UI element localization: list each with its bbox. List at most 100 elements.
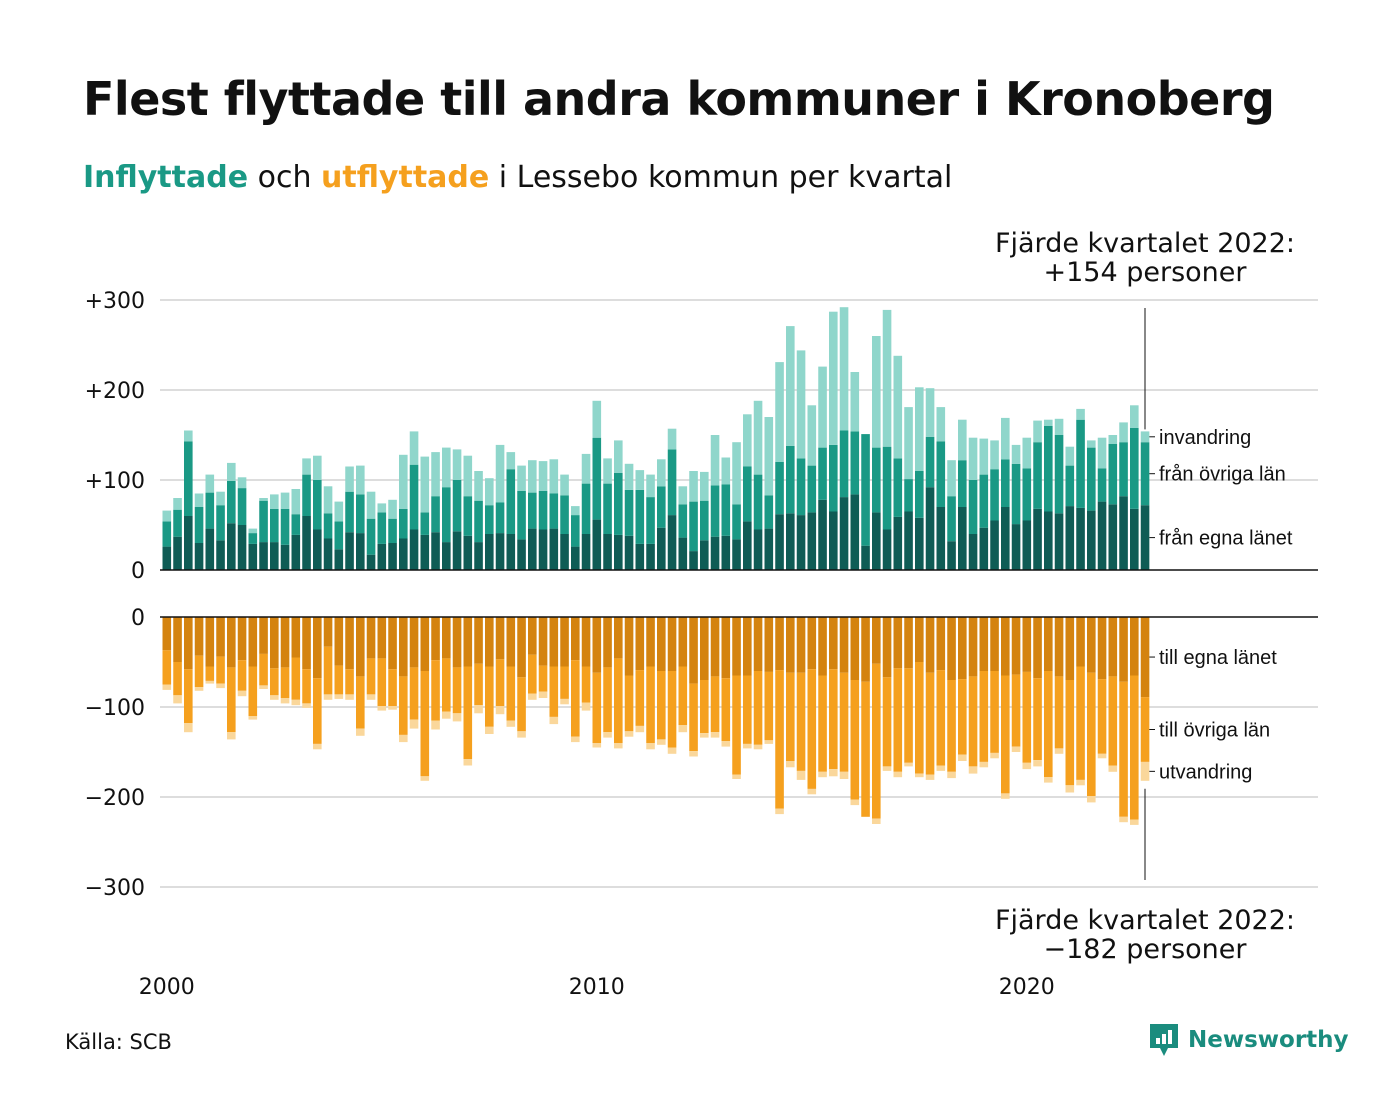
bar-in-1	[1033, 442, 1042, 509]
bar-in-1	[700, 500, 709, 541]
bar-out-0	[237, 617, 247, 661]
x-tick-label: 2020	[999, 975, 1055, 1000]
bar-out-1	[291, 657, 301, 700]
bar-in-1	[1022, 468, 1032, 521]
bar-out-1	[270, 668, 279, 696]
bar-in-2	[839, 307, 849, 431]
bar-in-1	[474, 500, 483, 543]
bar-in-1	[549, 493, 559, 529]
bar-out-1	[248, 666, 258, 716]
bar-in-0	[474, 542, 483, 570]
x-tick-label: 2010	[569, 975, 625, 1000]
bar-out-0	[259, 617, 268, 654]
bar-out-0	[356, 617, 365, 677]
newsworthy-logo-icon	[1150, 1024, 1178, 1056]
bar-out-0	[667, 617, 677, 671]
bar-out-2	[313, 743, 322, 750]
bar-in-2	[227, 462, 236, 481]
bar-in-2	[657, 459, 666, 487]
bar-in-0	[162, 546, 172, 570]
bar-out-1	[463, 666, 473, 760]
bar-out-0	[657, 617, 666, 671]
bar-out-2	[549, 716, 559, 725]
bar-out-1	[259, 653, 268, 686]
bar-out-1	[624, 675, 634, 732]
bar-in-2	[463, 455, 473, 497]
bar-in-1	[194, 507, 204, 543]
series-label: till övriga län	[1159, 720, 1270, 742]
bar-in-2	[549, 459, 559, 494]
bar-in-1	[925, 436, 935, 488]
bar-in-0	[700, 540, 709, 570]
bar-in-2	[345, 466, 354, 492]
bar-in-0	[990, 520, 999, 570]
bar-out-2	[1022, 762, 1032, 770]
bar-in-2	[807, 405, 817, 466]
bar-out-0	[904, 617, 913, 669]
bar-out-0	[775, 617, 784, 671]
bar-out-1	[915, 662, 924, 774]
bar-in-0	[345, 532, 354, 570]
bar-out-1	[958, 679, 967, 755]
bar-out-0	[571, 617, 580, 661]
bar-out-0	[485, 617, 494, 667]
bar-in-2	[1130, 405, 1139, 428]
bar-out-0	[291, 617, 301, 658]
bar-in-0	[452, 531, 462, 570]
bar-out-0	[936, 617, 946, 671]
bar-in-1	[399, 508, 408, 539]
bar-out-0	[227, 617, 236, 668]
bar-in-1	[1065, 465, 1075, 507]
bar-in-1	[205, 492, 215, 529]
source-label: Källa: SCB	[65, 1030, 172, 1054]
bar-out-2	[1076, 779, 1085, 786]
bar-in-0	[872, 512, 881, 570]
bar-out-0	[420, 617, 430, 671]
bar-in-0	[1065, 506, 1075, 570]
bar-in-1	[259, 500, 268, 543]
bar-out-1	[1087, 672, 1096, 797]
bar-in-1	[517, 490, 526, 540]
bar-in-0	[1119, 496, 1128, 570]
bar-out-0	[280, 617, 290, 668]
bar-out-0	[1054, 617, 1064, 677]
bar-out-2	[399, 734, 408, 743]
bar-out-2	[173, 695, 182, 704]
bar-out-2	[1097, 753, 1107, 759]
bar-in-2	[194, 493, 204, 507]
bar-out-2	[1130, 819, 1139, 825]
bar-in-1	[796, 458, 806, 516]
bar-out-1	[442, 658, 451, 712]
bar-in-1	[581, 483, 591, 534]
bar-in-0	[882, 529, 892, 570]
bar-out-0	[581, 617, 591, 667]
annotation-bottom-line2: −182 personer	[1043, 934, 1247, 965]
bar-out-2	[818, 771, 827, 778]
bar-out-0	[345, 617, 354, 670]
bar-out-1	[603, 667, 612, 733]
bar-in-0	[420, 534, 430, 570]
bar-out-1	[904, 668, 913, 763]
bar-in-2	[571, 506, 580, 516]
bar-in-2	[1054, 418, 1064, 435]
bar-in-2	[495, 444, 505, 503]
bar-out-2	[162, 684, 172, 690]
bar-in-0	[850, 494, 860, 570]
bar-out-2	[528, 693, 537, 700]
bar-in-0	[646, 543, 655, 570]
bar-out-0	[248, 617, 258, 667]
bar-in-1	[248, 533, 258, 544]
bar-out-2	[302, 703, 311, 708]
bar-in-2	[689, 471, 698, 502]
bar-out-0	[635, 617, 645, 671]
bar-out-2	[442, 711, 451, 719]
bar-in-0	[1076, 507, 1085, 570]
bar-in-0	[796, 515, 806, 570]
bar-out-2	[646, 743, 655, 750]
bar-out-0	[162, 617, 172, 651]
bar-out-0	[764, 617, 774, 672]
bar-in-1	[807, 465, 817, 513]
bar-in-0	[291, 534, 301, 570]
bar-in-1	[313, 480, 322, 530]
bar-out-0	[1022, 617, 1032, 672]
